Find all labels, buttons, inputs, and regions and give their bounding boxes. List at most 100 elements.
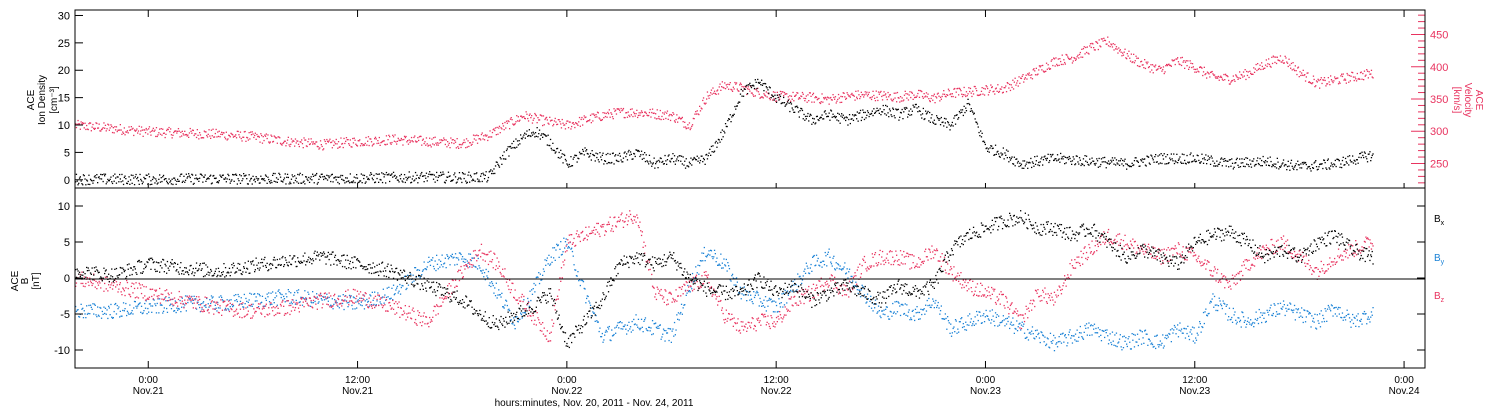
density-point xyxy=(930,117,932,119)
by-point xyxy=(1208,312,1210,315)
by-point xyxy=(718,263,720,265)
by-point xyxy=(102,313,104,315)
by-point xyxy=(116,304,118,307)
by-point xyxy=(716,257,718,259)
by-point xyxy=(858,289,860,291)
velocity-point xyxy=(80,121,82,123)
density-point xyxy=(76,180,78,182)
by-point xyxy=(476,255,478,257)
density-point xyxy=(1315,160,1317,162)
density-point xyxy=(745,85,747,87)
velocity-point xyxy=(329,138,331,140)
velocity-point xyxy=(1173,59,1176,61)
by-point xyxy=(537,276,539,278)
density-point xyxy=(1102,157,1104,159)
density-point xyxy=(1213,162,1216,164)
by-point xyxy=(1264,312,1266,314)
by-point xyxy=(564,241,567,243)
velocity-point xyxy=(487,139,489,142)
by-point xyxy=(391,287,393,289)
density-point xyxy=(1184,162,1187,164)
density-point xyxy=(720,131,722,134)
density-point xyxy=(198,180,200,182)
density-point xyxy=(317,181,319,184)
by-point xyxy=(221,296,223,299)
velocity-point xyxy=(534,112,536,115)
density-point xyxy=(974,118,976,120)
velocity-point xyxy=(1331,80,1333,82)
by-point xyxy=(911,310,913,312)
by-point xyxy=(461,256,464,258)
density-point xyxy=(194,177,196,180)
velocity-point xyxy=(291,141,293,143)
density-point xyxy=(772,95,774,97)
density-point xyxy=(472,178,474,180)
by-point xyxy=(1251,323,1253,325)
density-point xyxy=(87,183,89,185)
velocity-point xyxy=(786,93,788,95)
by-point xyxy=(250,305,252,307)
density-point xyxy=(1298,164,1300,166)
by-point xyxy=(685,294,687,296)
density-point xyxy=(241,180,243,182)
by-point xyxy=(224,309,226,311)
velocity-point xyxy=(1064,61,1066,64)
by-point xyxy=(302,297,304,299)
velocity-point xyxy=(112,127,114,129)
by-point xyxy=(1193,327,1195,329)
velocity-point xyxy=(161,134,163,136)
velocity-point xyxy=(79,128,81,130)
velocity-point xyxy=(1147,61,1149,63)
by-point xyxy=(118,306,120,308)
velocity-point xyxy=(711,93,713,95)
density-point xyxy=(1254,164,1256,166)
by-point xyxy=(204,305,206,307)
velocity-point xyxy=(254,132,256,134)
by-point xyxy=(172,305,174,307)
by-point xyxy=(571,250,574,253)
by-point xyxy=(521,317,523,319)
velocity-point xyxy=(683,126,685,128)
velocity-point xyxy=(940,98,942,100)
by-point xyxy=(807,267,809,269)
by-point xyxy=(219,307,221,309)
density-axis-label-line2: Ion Density xyxy=(37,75,48,125)
density-point xyxy=(664,154,666,157)
by-point xyxy=(290,301,293,303)
velocity-point xyxy=(304,139,306,141)
by-point xyxy=(775,304,778,307)
density-point xyxy=(1213,165,1215,167)
velocity-point xyxy=(833,96,835,99)
velocity-point xyxy=(1235,74,1237,76)
by-point xyxy=(691,272,694,275)
by-point xyxy=(572,255,574,257)
density-point xyxy=(1116,162,1118,164)
density-point xyxy=(1356,159,1358,161)
density-point xyxy=(1337,158,1339,160)
by-point xyxy=(1179,322,1181,324)
velocity-point xyxy=(621,110,623,112)
density-point xyxy=(1086,161,1088,163)
by-point xyxy=(1308,313,1310,315)
density-point xyxy=(715,140,717,143)
velocity-point xyxy=(633,113,636,115)
by-point xyxy=(257,306,260,308)
velocity-point xyxy=(767,92,769,94)
velocity-point xyxy=(1296,73,1298,76)
by-point xyxy=(573,264,575,266)
density-point xyxy=(946,126,948,128)
velocity-point xyxy=(580,118,582,121)
density-point xyxy=(724,123,727,125)
density-point xyxy=(449,175,451,177)
velocity-point xyxy=(299,141,301,143)
density-point xyxy=(821,114,823,116)
velocity-point xyxy=(123,127,125,129)
density-point xyxy=(228,174,230,177)
by-point xyxy=(802,275,804,277)
density-point xyxy=(469,174,472,176)
by-point xyxy=(163,307,165,309)
velocity-point xyxy=(1237,78,1239,80)
density-point xyxy=(944,122,946,124)
by-point xyxy=(985,309,987,312)
by-point xyxy=(115,302,117,305)
